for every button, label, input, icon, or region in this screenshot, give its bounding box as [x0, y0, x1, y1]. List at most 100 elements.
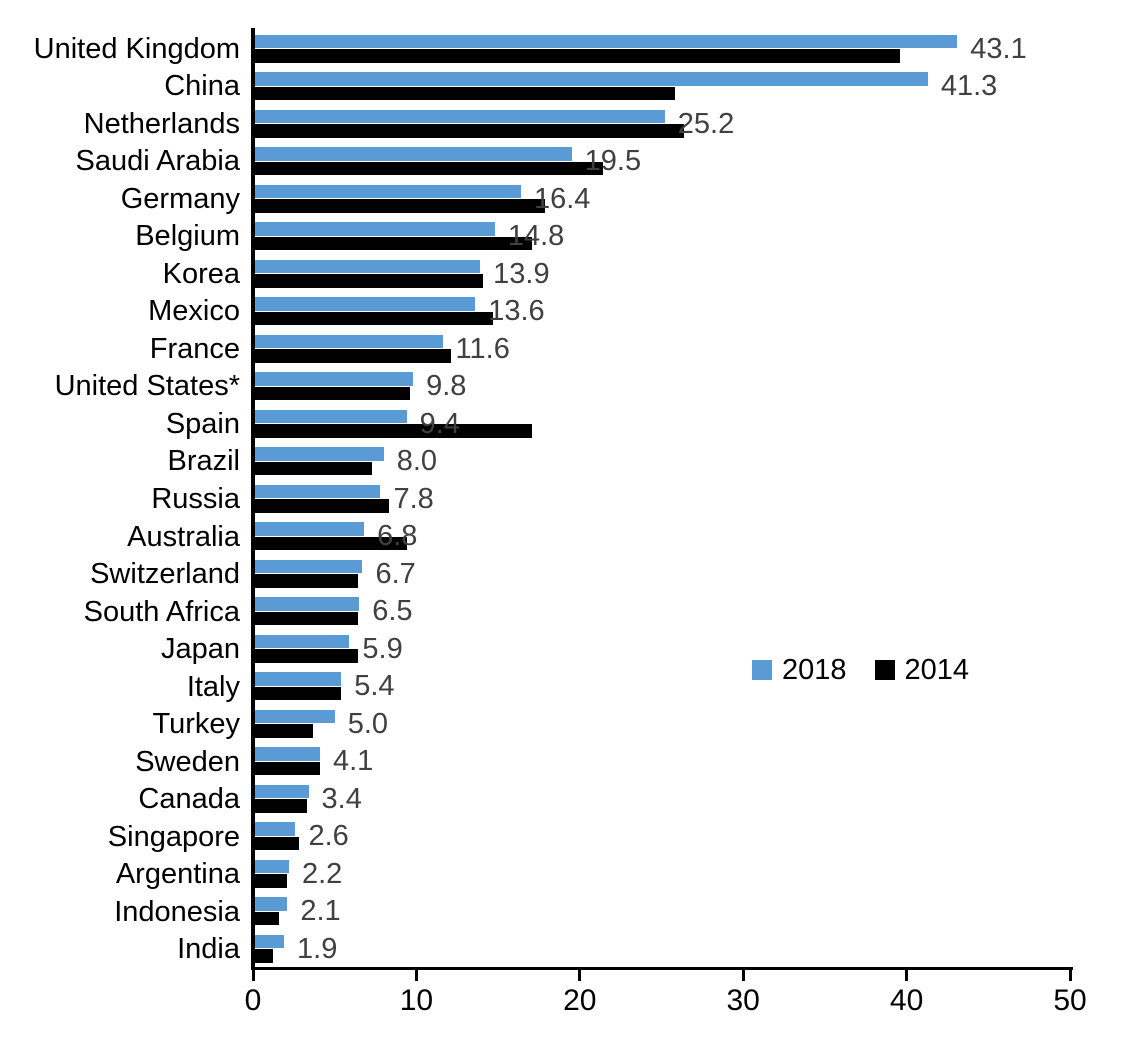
bar-2018: [253, 859, 289, 874]
data-label: 9.8: [426, 370, 467, 403]
x-tick-mark: [251, 970, 255, 981]
bar-2014: [253, 86, 675, 101]
data-label: 7.8: [393, 482, 434, 515]
y-axis-line: [251, 28, 255, 970]
data-label: 16.4: [533, 182, 591, 215]
bar-2018: [253, 259, 481, 274]
category-label: Indonesia: [114, 895, 240, 928]
bar-2014: [253, 499, 389, 513]
category-label: Australia: [127, 520, 240, 553]
category-label: India: [177, 933, 240, 966]
x-tick-label: 30: [726, 984, 760, 1017]
bar-2014: [253, 574, 358, 588]
legend-item-2018: 2018: [752, 653, 847, 687]
x-tick-label: 50: [1053, 984, 1087, 1017]
category-label: Korea: [162, 257, 240, 290]
bar-2014: [253, 836, 299, 851]
legend-swatch-2014: [874, 660, 895, 680]
category-label: Singapore: [107, 820, 240, 853]
x-tick-mark: [905, 970, 909, 981]
data-label: 13.9: [493, 257, 550, 290]
bar-2014: [253, 199, 546, 213]
data-label: 43.1: [970, 32, 1027, 65]
category-label: Netherlands: [83, 107, 240, 140]
category-label: Argentina: [115, 858, 240, 891]
x-tick-label: 40: [889, 984, 924, 1017]
category-label: Saudi Arabia: [75, 145, 240, 178]
bar-2018: [253, 934, 285, 949]
data-label: 2.1: [300, 895, 341, 928]
bar-2014: [253, 949, 273, 963]
bar-2014: [253, 724, 314, 738]
category-label: United States*: [54, 370, 240, 403]
bar-2014: [253, 311, 494, 326]
bar-2018: [253, 184, 521, 199]
bar-2014: [253, 124, 685, 138]
data-label: 25.2: [677, 107, 735, 140]
category-label: Russia: [151, 482, 240, 515]
data-label: 1.9: [297, 932, 338, 965]
data-label: 11.6: [455, 332, 510, 365]
bar-2018: [253, 822, 296, 836]
bar-2018: [253, 522, 365, 536]
bar-2018: [253, 559, 363, 574]
x-tick-label: 0: [244, 984, 262, 1017]
legend-item-2014: 2014: [874, 653, 970, 687]
category-label: Brazil: [167, 445, 240, 478]
data-label: 4.1: [332, 745, 374, 778]
bar-2014: [253, 236, 533, 251]
data-label: 13.6: [488, 295, 545, 328]
bar-2014: [253, 349, 451, 363]
bar-2014: [253, 274, 484, 288]
x-tick-mark: [741, 970, 745, 981]
bar-2014: [253, 461, 373, 476]
data-label: 19.5: [584, 145, 642, 178]
bar-2018: [253, 409, 407, 424]
data-label: 6.5: [372, 595, 413, 628]
legend-label-2014: 2014: [904, 654, 970, 686]
bar-2014: [253, 386, 410, 401]
bar-2018: [253, 297, 476, 311]
data-label: 5.9: [362, 632, 403, 665]
data-label: 8.0: [396, 445, 438, 478]
data-label: 5.4: [354, 670, 395, 703]
category-label: Spain: [165, 407, 240, 440]
x-tick-label: 20: [563, 984, 597, 1017]
category-label: South Africa: [83, 595, 240, 628]
bar-2014: [253, 49, 901, 63]
bar-2014: [253, 611, 358, 626]
category-label: Canada: [138, 783, 240, 816]
bar-2018: [253, 597, 360, 611]
bar-2014: [253, 799, 307, 813]
bar-2018: [253, 34, 958, 48]
bar-2018: [253, 672, 342, 686]
bar-2018: [253, 72, 928, 86]
bar-2014: [253, 161, 603, 176]
bar-2014: [253, 649, 358, 663]
category-label: Turkey: [152, 708, 240, 741]
category-label: Switzerland: [90, 558, 240, 591]
bar-2018: [253, 709, 335, 724]
data-label: 2.2: [301, 857, 343, 890]
bar-2018: [253, 484, 381, 499]
data-label: 2.6: [308, 820, 349, 853]
data-label: 41.3: [940, 70, 998, 103]
data-label: 5.0: [347, 707, 389, 740]
bar-2018: [253, 747, 320, 761]
data-label: 9.4: [419, 407, 460, 440]
legend-label-2018: 2018: [782, 654, 847, 686]
bar-2018: [253, 897, 288, 911]
bar-2018: [253, 784, 309, 799]
bar-2014: [253, 761, 320, 776]
x-tick-mark: [578, 970, 582, 981]
bar-2018: [253, 372, 414, 386]
bar-2014: [253, 536, 407, 551]
category-label: Belgium: [135, 220, 240, 253]
data-label: 6.8: [377, 520, 418, 553]
bar-2018: [253, 222, 495, 236]
bar-2014: [253, 686, 342, 701]
bar-2018: [253, 147, 572, 161]
category-label: France: [149, 332, 240, 365]
bar-2014: [253, 424, 533, 438]
